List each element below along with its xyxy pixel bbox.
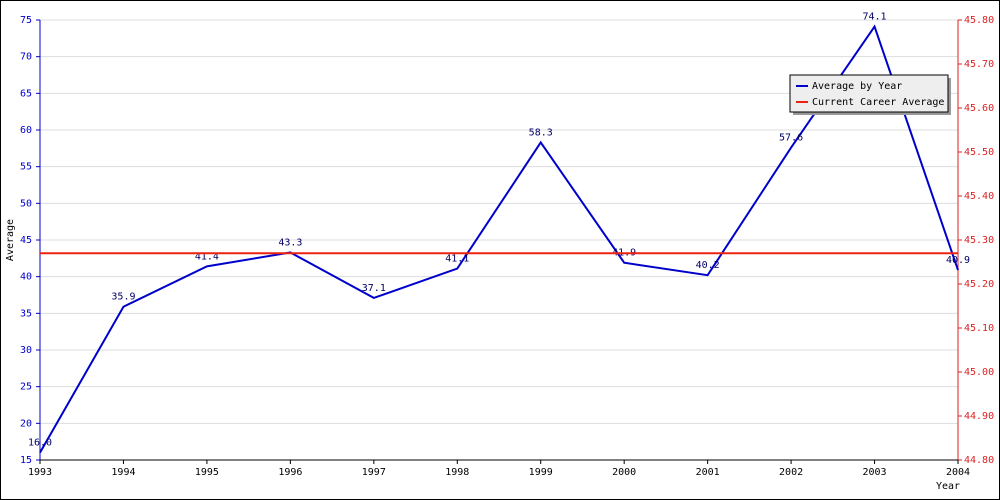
y-tick-label: 45: [20, 235, 32, 246]
legend-label: Average by Year: [812, 81, 902, 92]
y2-tick-label: 45.50: [964, 147, 994, 158]
y-tick-label: 25: [20, 382, 32, 393]
y2-tick-label: 45.00: [964, 367, 994, 378]
y2-tick-label: 44.90: [964, 411, 994, 422]
x-tick-label: 2001: [696, 467, 720, 478]
y-tick-label: 75: [20, 15, 32, 26]
y-tick-label: 50: [20, 198, 32, 209]
y-tick-label: 20: [20, 418, 32, 429]
y-tick-label: 30: [20, 345, 32, 356]
data-label: 57.6: [779, 133, 803, 144]
y2-tick-label: 45.30: [964, 235, 994, 246]
y-tick-label: 60: [20, 125, 32, 136]
y-tick-label: 65: [20, 88, 32, 99]
x-tick-label: 2000: [612, 467, 636, 478]
x-tick-label: 2003: [862, 467, 886, 478]
x-tick-label: 1997: [362, 467, 386, 478]
data-label: 37.1: [362, 283, 386, 294]
y-axis-label: Average: [5, 219, 16, 261]
legend: [789, 74, 949, 113]
y-tick-label: 55: [20, 162, 32, 173]
data-label: 40.9: [946, 255, 970, 266]
data-label: 41.1: [445, 254, 469, 265]
x-tick-label: 1994: [111, 467, 135, 478]
y2-tick-label: 45.70: [964, 59, 994, 70]
y2-tick-label: 45.10: [964, 323, 994, 334]
series-line: [39, 24, 959, 454]
y2-tick-label: 45.20: [964, 279, 994, 290]
x-tick-label: 1995: [195, 467, 219, 478]
data-label: 35.9: [111, 292, 135, 303]
y2-tick-label: 45.40: [964, 191, 994, 202]
data-label: 43.3: [278, 237, 302, 248]
y-tick-label: 15: [20, 455, 32, 466]
data-label: 40.2: [696, 260, 720, 271]
y2-tick-label: 45.60: [964, 103, 994, 114]
x-tick-label: 1996: [278, 467, 302, 478]
y2-tick-label: 45.80: [964, 15, 994, 26]
data-label: 74.1: [862, 12, 886, 23]
data-label: 41.4: [195, 251, 219, 262]
y2-tick-label: 44.80: [964, 455, 994, 466]
x-tick-label: 2004: [946, 467, 970, 478]
x-tick-label: 1999: [529, 467, 553, 478]
y-tick-label: 70: [20, 52, 32, 63]
data-label: 58.3: [529, 127, 553, 138]
y-tick-label: 40: [20, 272, 32, 283]
data-label: 16.0: [28, 438, 52, 449]
y-tick-label: 35: [20, 308, 32, 319]
x-axis-label: Year: [936, 481, 960, 492]
x-tick-label: 1998: [445, 467, 469, 478]
x-tick-label: 2002: [779, 467, 803, 478]
x-tick-label: 1993: [28, 467, 52, 478]
legend-label: Current Career Average: [812, 97, 944, 108]
